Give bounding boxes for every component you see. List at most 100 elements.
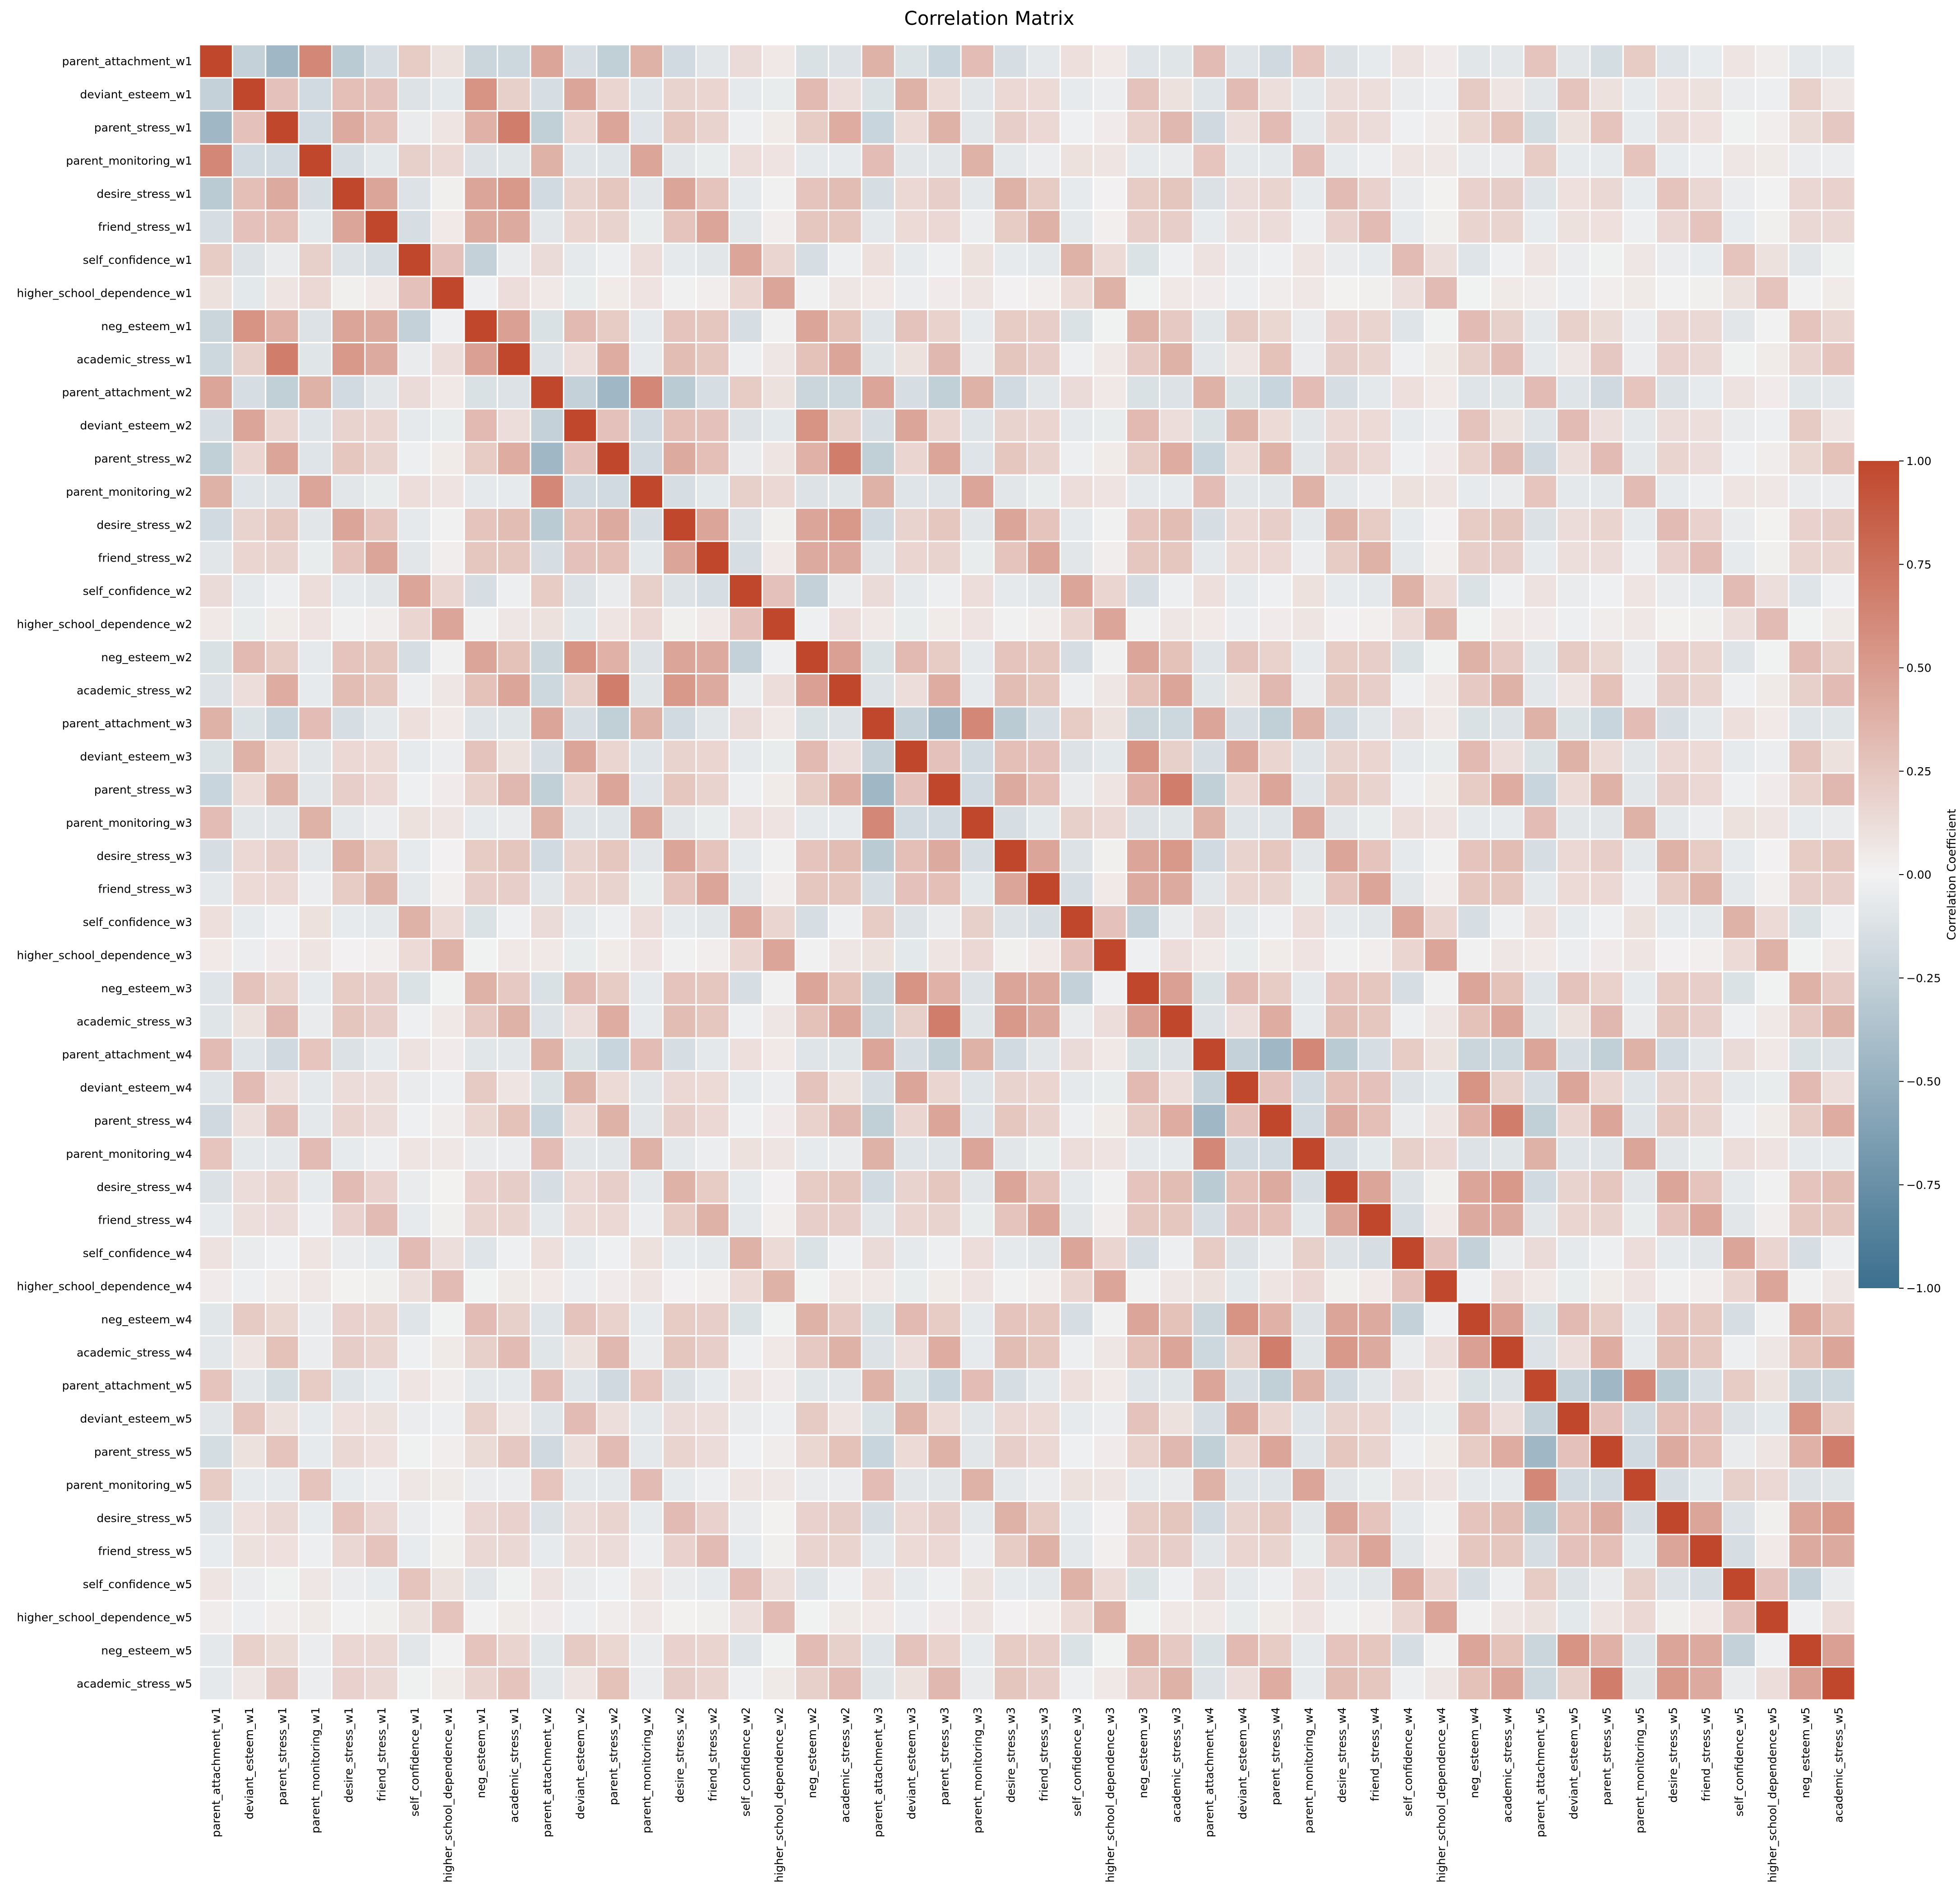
heatmap-cell xyxy=(1258,474,1293,509)
heatmap-cell xyxy=(1556,242,1591,277)
heatmap-cell xyxy=(331,871,366,906)
heatmap-cell xyxy=(695,342,730,377)
heatmap-cell xyxy=(1523,507,1558,542)
heatmap-cell xyxy=(1192,1666,1227,1701)
heatmap-cell xyxy=(231,871,267,906)
heatmap-cell xyxy=(563,573,598,608)
heatmap-cell xyxy=(1159,971,1194,1006)
heatmap-cell xyxy=(1589,673,1624,708)
heatmap-cell xyxy=(1622,607,1657,641)
heatmap-cell xyxy=(1490,110,1525,145)
heatmap-cell xyxy=(265,1136,300,1171)
heatmap-cell xyxy=(1457,507,1492,542)
heatmap-cell xyxy=(629,408,664,443)
heatmap-cell xyxy=(1093,1467,1127,1502)
heatmap-cell xyxy=(1457,1467,1492,1502)
heatmap-cell xyxy=(861,1070,895,1105)
heatmap-cell xyxy=(1192,573,1227,608)
heatmap-cell xyxy=(231,1302,267,1337)
heatmap-cell xyxy=(1159,1467,1194,1502)
heatmap-cell xyxy=(1159,838,1194,873)
heatmap-cell xyxy=(1390,1401,1425,1436)
heatmap-cell xyxy=(1523,242,1558,277)
heatmap-cell xyxy=(1523,971,1558,1006)
heatmap-cell xyxy=(894,772,929,807)
heatmap-cell xyxy=(430,938,465,972)
heatmap-cell xyxy=(1688,77,1723,112)
row-tick-label: self_confidence_w3 xyxy=(83,916,192,929)
heatmap-cell xyxy=(1093,1235,1127,1271)
heatmap-cell xyxy=(364,706,399,741)
heatmap-cell xyxy=(1424,342,1458,377)
heatmap-cell xyxy=(1656,342,1690,377)
heatmap-cell xyxy=(1755,1335,1789,1370)
column-tick-label: parent_stress_w3 xyxy=(938,1707,951,1805)
column-tick-label: parent_monitoring_w4 xyxy=(1302,1707,1315,1834)
row-tick-label: parent_monitoring_w1 xyxy=(66,154,192,167)
heatmap-cell xyxy=(1656,1202,1690,1237)
heatmap-cell xyxy=(430,309,465,344)
heatmap-cell xyxy=(1622,739,1657,774)
heatmap-cell xyxy=(1390,1600,1425,1635)
heatmap-cell xyxy=(1390,1566,1425,1602)
heatmap-cell xyxy=(1523,772,1558,807)
heatmap-cell xyxy=(960,673,995,708)
heatmap-cell xyxy=(497,1070,531,1105)
heatmap-cell xyxy=(1688,44,1723,78)
heatmap-cell xyxy=(231,1170,267,1204)
heatmap-cell xyxy=(530,1269,564,1304)
heatmap-cell xyxy=(1490,1136,1525,1171)
heatmap-cell xyxy=(596,1666,631,1701)
heatmap-cell xyxy=(695,1534,730,1568)
heatmap-cell xyxy=(629,176,664,211)
heatmap-cell xyxy=(1159,772,1194,807)
heatmap-cell xyxy=(1225,143,1260,178)
heatmap-cell xyxy=(1059,607,1094,641)
heatmap-cell xyxy=(231,1070,267,1105)
heatmap-cell xyxy=(894,1070,929,1105)
heatmap-cell xyxy=(828,408,862,443)
heatmap-cell xyxy=(364,640,399,675)
heatmap-cell xyxy=(960,1202,995,1237)
heatmap-cell xyxy=(497,739,531,774)
heatmap-cell xyxy=(1721,77,1757,112)
heatmap-cell xyxy=(861,971,895,1006)
heatmap-cell xyxy=(1755,209,1789,244)
heatmap-cell xyxy=(1821,1566,1856,1602)
heatmap-cell xyxy=(1788,1401,1823,1436)
heatmap-cell xyxy=(563,1666,598,1701)
heatmap-cell xyxy=(298,110,333,145)
heatmap-cell xyxy=(1390,673,1425,708)
heatmap-cell xyxy=(927,971,962,1006)
heatmap-cell xyxy=(497,1235,531,1271)
heatmap-cell xyxy=(1788,1600,1823,1635)
heatmap-cell xyxy=(761,772,796,807)
heatmap-cell xyxy=(198,1666,233,1701)
row-tick-label: friend_stress_w1 xyxy=(98,221,192,234)
heatmap-cell xyxy=(1589,540,1624,575)
colorbar-label: Correlation Coefficient xyxy=(1945,809,1959,940)
heatmap-cell xyxy=(1291,971,1326,1006)
heatmap-cell xyxy=(894,1103,929,1138)
heatmap-cell xyxy=(1656,573,1690,608)
heatmap-cell xyxy=(1788,1467,1823,1502)
heatmap-cell xyxy=(530,1103,564,1138)
heatmap-cell xyxy=(596,540,631,575)
heatmap-cell xyxy=(1424,44,1458,78)
heatmap-cell xyxy=(761,1401,796,1436)
heatmap-cell xyxy=(1357,441,1392,476)
heatmap-cell xyxy=(1821,1235,1856,1271)
heatmap-cell xyxy=(231,1103,267,1138)
heatmap-cell xyxy=(364,176,399,211)
heatmap-cell xyxy=(1788,739,1823,774)
heatmap-cell xyxy=(695,110,730,145)
heatmap-cell xyxy=(331,607,366,641)
heatmap-cell xyxy=(728,1501,763,1535)
heatmap-cell xyxy=(695,805,730,840)
heatmap-cell xyxy=(728,1269,763,1304)
heatmap-cell xyxy=(1821,706,1856,741)
heatmap-cell xyxy=(1688,1302,1723,1337)
heatmap-cell xyxy=(794,441,830,476)
heatmap-cell xyxy=(1656,474,1690,509)
heatmap-cell xyxy=(1457,1103,1492,1138)
